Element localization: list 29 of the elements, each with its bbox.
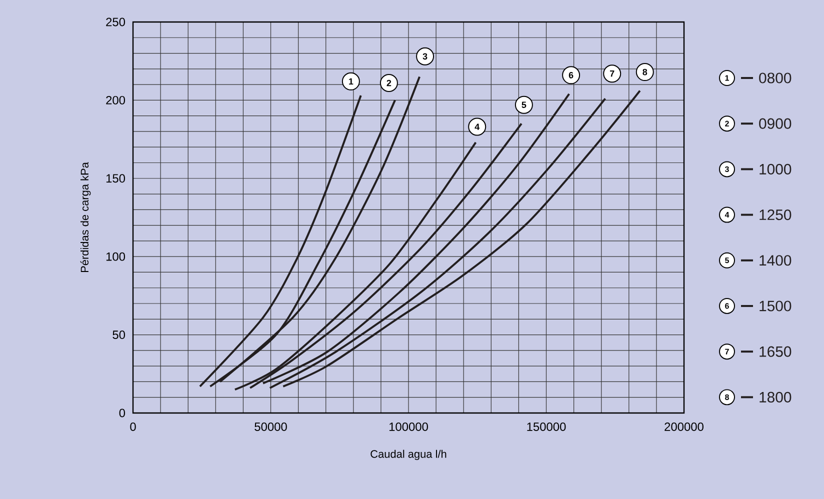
y-axis-title: Pérdidas de carga kPa [80, 162, 91, 272]
legend-label: 1000 [760, 164, 792, 174]
x-tick-label: 50000 [254, 422, 287, 431]
y-tick-label: 200 [106, 96, 126, 104]
y-tick-label: 50 [112, 330, 126, 340]
legend-label: 1800 [760, 392, 792, 402]
annotation: 3 [422, 53, 428, 60]
legend-label: 0800 [759, 72, 792, 84]
annotation: 4 [474, 124, 480, 130]
y-tick-label: 150 [106, 174, 126, 183]
annotation: 1 [349, 78, 354, 85]
annotation: 6 [568, 72, 574, 78]
legend-label: 1400 [760, 255, 792, 266]
y-tick-label: 0 [119, 408, 126, 418]
y-tick-label: 250 [106, 18, 126, 26]
y-tick-label: 100 [106, 252, 126, 261]
x-tick-label: 200000 [664, 422, 704, 431]
legend-label: 1250 [760, 209, 792, 220]
legend-label: 0900 [759, 118, 792, 129]
x-tick-label: 100000 [389, 422, 428, 431]
x-axis-title: Caudal agua l/h [370, 450, 446, 460]
legend-label: 1500 [760, 300, 792, 312]
annotation: 2 [386, 80, 392, 86]
annotation: 5 [522, 102, 526, 108]
x-tick-label: 0 [130, 422, 136, 431]
x-tick-label: 150000 [527, 422, 566, 431]
annotation: 8 [642, 68, 648, 76]
annotation: 7 [610, 70, 614, 77]
legend-label: 1650 [760, 346, 792, 357]
